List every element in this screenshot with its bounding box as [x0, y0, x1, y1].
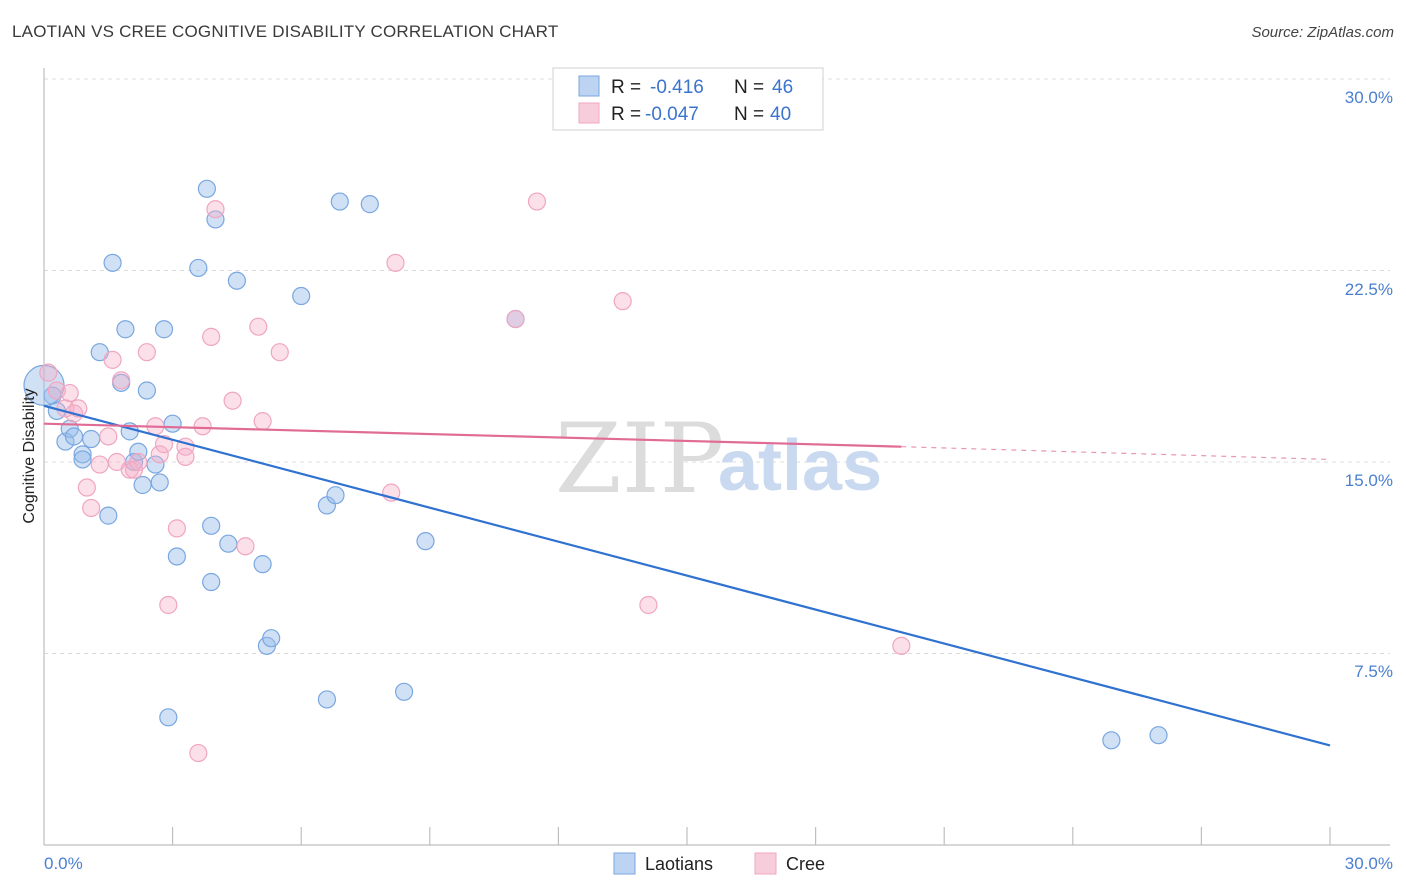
laotians-point-16	[133, 475, 152, 495]
legend-n-value-1: 46	[772, 77, 793, 98]
legend-r-value-1: -0.416	[650, 77, 704, 98]
cree-point-20	[159, 595, 178, 615]
laotians-point-38	[416, 532, 435, 551]
legend-swatch-laotians	[578, 75, 600, 97]
y-tick-label-30: 30.0%	[1345, 88, 1393, 107]
stats-legend: R = -0.416 N = 46 R = -0.047 N = 40	[552, 67, 824, 131]
laotians-point-22	[167, 547, 186, 566]
source-label: Source: ZipAtlas.com	[1251, 24, 1394, 41]
laotians-point-4	[64, 427, 84, 446]
cree-point-36	[613, 292, 632, 311]
cree-point-27	[223, 391, 242, 410]
legend-r-label-2: R =	[611, 104, 641, 125]
bottom-legend-label-laotians: Laotians	[645, 854, 713, 874]
laotians-point-12	[116, 320, 135, 339]
bottom-legend-swatch-cree	[754, 852, 777, 875]
laotians-point-19	[150, 473, 169, 492]
cree-point-38	[892, 636, 911, 655]
chart-title: LAOTIAN VS CREE COGNITIVE DISABILITY COR…	[12, 22, 559, 41]
laotians-point-7	[82, 429, 101, 449]
laotians-point-6	[73, 450, 92, 469]
cree-point-6	[77, 478, 96, 497]
cree-point-18	[150, 445, 169, 464]
trend-lines	[43, 404, 1331, 747]
cree-point-9	[99, 427, 118, 446]
cree-point-7	[82, 498, 101, 518]
cree-point-16	[137, 343, 156, 362]
cree-point-30	[253, 412, 272, 431]
laotians-point-17	[137, 381, 156, 400]
cree-point-23	[176, 447, 195, 466]
x-tick-label-0: 0.0%	[44, 854, 83, 873]
y-axis-label: Cognitive Disability	[21, 388, 38, 523]
y-tick-label-15: 15.0%	[1345, 471, 1393, 490]
cree-point-21	[167, 519, 186, 538]
cree-point-0	[39, 363, 58, 382]
laotians-point-21	[163, 414, 182, 433]
x-tick-marks	[172, 827, 1331, 845]
laotians-point-15	[129, 442, 148, 461]
laotians-point-40	[1102, 731, 1121, 750]
laotians-point-29	[227, 271, 246, 290]
watermark-atlas: atlas	[718, 426, 882, 506]
cree-point-31	[270, 343, 289, 362]
cree-point-19	[154, 435, 174, 454]
laotians-point-44	[394, 682, 414, 701]
cree-point-25	[202, 327, 221, 346]
laotians-point-5	[73, 445, 92, 464]
legend-swatch-cree	[578, 102, 600, 124]
laotians-point-10	[103, 253, 122, 272]
scatter-points	[23, 179, 1168, 763]
cree-point-8	[90, 455, 109, 474]
laotians-point-42	[159, 708, 178, 727]
laotians-point-26	[202, 516, 221, 535]
series-legend: Laotians Cree	[613, 852, 825, 875]
bottom-legend-label-cree: Cree	[786, 854, 825, 874]
laotians-point-37	[360, 195, 379, 214]
cree-point-34	[506, 309, 525, 329]
cree-point-12	[112, 371, 131, 390]
laotians-point-9	[99, 506, 118, 525]
grid	[44, 78, 1390, 654]
cree-point-3	[60, 383, 79, 403]
laotians-point-23	[189, 258, 208, 278]
laotians-point-27	[206, 210, 225, 229]
y-tick-label-7-5: 7.5%	[1354, 662, 1393, 681]
laotians-point-33	[292, 286, 311, 306]
legend-r-value-2: -0.047	[645, 104, 699, 125]
x-tick-label-30: 30.0%	[1345, 854, 1393, 873]
laotians-point-30	[253, 555, 272, 574]
cree-point-26	[206, 200, 225, 219]
cree-point-28	[236, 537, 255, 556]
legend-n-value-2: 40	[770, 104, 791, 125]
laotians-point-25	[202, 572, 221, 592]
cree-trend-extension	[901, 446, 1331, 461]
laotians-point-20	[154, 320, 174, 339]
cree-point-33	[386, 253, 405, 272]
cree-point-24	[193, 417, 212, 436]
legend-n-label-1: N =	[734, 77, 764, 98]
laotians-point-41	[1149, 726, 1168, 745]
cree-point-29	[249, 317, 268, 336]
cree-point-15	[129, 452, 148, 472]
laotians-point-32	[262, 629, 281, 648]
laotians-point-36	[330, 192, 349, 211]
watermark-zip: ZIP	[555, 403, 724, 515]
legend-r-label-1: R =	[611, 77, 641, 98]
legend-n-label-2: N =	[734, 104, 764, 125]
laotians-point-28	[219, 534, 238, 553]
cree-point-35	[527, 192, 547, 211]
laotians-point-43	[317, 690, 337, 709]
laotians-trend-line	[43, 404, 1331, 747]
laotians-point-24	[197, 179, 216, 198]
cree-point-39	[189, 743, 208, 763]
cree-point-10	[103, 350, 122, 369]
cree-point-37	[639, 595, 658, 615]
y-tick-label-22-5: 22.5%	[1345, 280, 1393, 299]
bottom-legend-swatch-laotians	[613, 852, 636, 875]
laotians-point-35	[326, 486, 345, 505]
cree-trend-line	[43, 422, 902, 448]
